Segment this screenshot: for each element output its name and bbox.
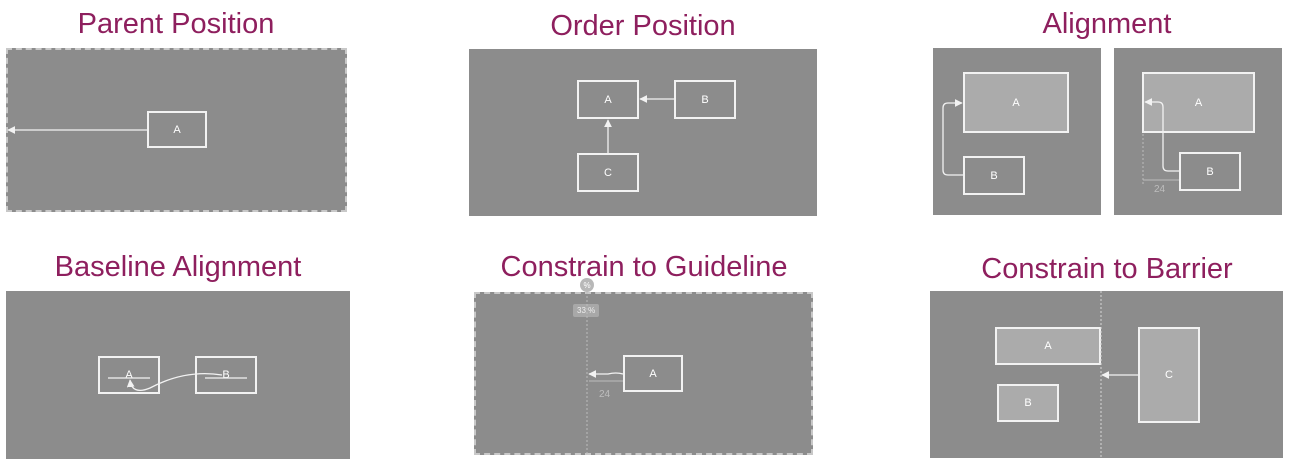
baseline-alignment-panel — [6, 291, 350, 459]
constrain-barrier-panel — [930, 291, 1283, 458]
alignment-title: Alignment — [1042, 8, 1172, 40]
alignment-left-box-a: A — [963, 72, 1069, 133]
order-position-box-a: A — [577, 80, 639, 119]
order-position-title: Order Position — [550, 10, 736, 42]
guideline-box-a: A — [623, 355, 683, 392]
order-position-box-c: C — [577, 153, 639, 192]
order-position-panel — [469, 49, 817, 216]
barrier-box-b: B — [997, 384, 1059, 422]
alignment-left-box-b: B — [963, 156, 1025, 195]
guideline-margin-label: 24 — [599, 389, 611, 400]
parent-position-title: Parent Position — [77, 8, 275, 40]
barrier-box-a: A — [995, 327, 1101, 365]
alignment-right-box-a: A — [1142, 72, 1255, 133]
constrain-guideline-title: Constrain to Guideline — [500, 251, 788, 283]
baseline-box-a: A — [98, 356, 160, 394]
alignment-margin-label: 24 — [1154, 184, 1166, 195]
order-position-box-b: B — [674, 80, 736, 119]
baseline-box-b: B — [195, 356, 257, 394]
guideline-percent-badge: 33 % — [573, 304, 600, 317]
guideline-percent-handle[interactable]: % — [580, 278, 594, 292]
alignment-right-box-b: B — [1179, 152, 1241, 191]
parent-position-box-a: A — [147, 111, 207, 148]
constrain-barrier-title: Constrain to Barrier — [981, 253, 1233, 285]
barrier-box-c: C — [1138, 327, 1200, 423]
baseline-alignment-title: Baseline Alignment — [54, 251, 302, 283]
